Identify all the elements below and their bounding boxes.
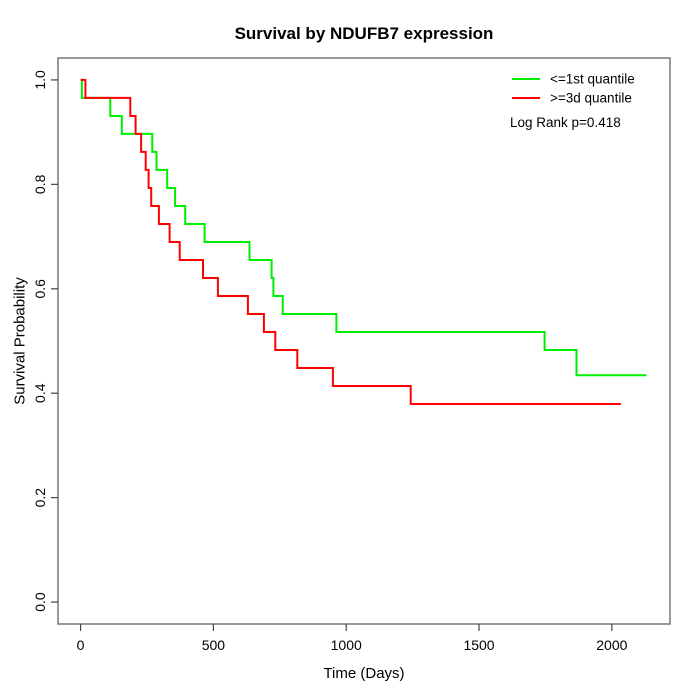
km-step-curve-1 — [80, 78, 621, 405]
km-step-curve-0 — [80, 78, 647, 377]
log-rank-annotation: Log Rank p=0.418 — [510, 115, 621, 130]
x-axis: 0 500 1000 1500 2000 — [77, 624, 628, 653]
x-tick-label: 2000 — [596, 637, 627, 653]
x-tick-label: 500 — [202, 637, 226, 653]
y-tick-label: 1.0 — [32, 70, 48, 90]
y-tick-label: 0.6 — [32, 279, 48, 299]
y-tick-label: 0.8 — [32, 174, 48, 194]
x-tick-label: 1000 — [331, 637, 362, 653]
y-tick-label: 0.2 — [32, 488, 48, 508]
y-axis-title: Survival Probability — [11, 277, 28, 405]
legend: <=1st quantile >=3d quantile Log Rank p=… — [510, 72, 635, 130]
y-tick-label: 0.4 — [32, 383, 48, 403]
legend-label-low-group: <=1st quantile — [550, 72, 635, 87]
km-curves — [80, 78, 647, 405]
y-tick-label: 0.0 — [32, 592, 48, 612]
plot-border-box — [57, 57, 671, 625]
y-axis: 0.0 0.2 0.4 0.6 0.8 1.0 — [32, 70, 58, 612]
legend-label-high-group: >=3d quantile — [550, 91, 632, 106]
x-axis-title: Time (Days) — [323, 665, 404, 682]
x-tick-label: 0 — [77, 637, 85, 653]
chart-title: Survival by NDUFB7 expression — [235, 24, 494, 43]
x-tick-label: 1500 — [463, 637, 494, 653]
